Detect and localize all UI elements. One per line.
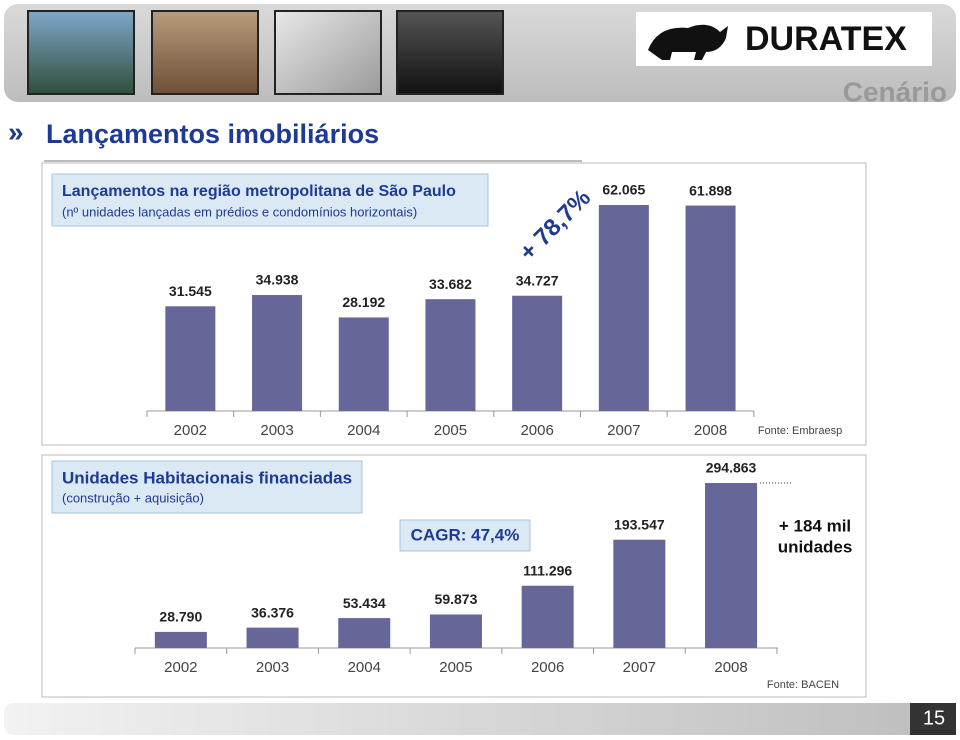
x-tick-label: 2006 [520,422,553,439]
x-tick-label: 2003 [260,422,293,439]
x-tick-label: 2008 [694,422,727,439]
bar [705,483,758,648]
x-tick-label: 2005 [439,659,472,676]
x-tick-label: 2007 [623,659,656,676]
value-label: 62.065 [602,182,645,198]
chart-title: Lançamentos na região metropolitana de S… [62,183,456,200]
x-tick-label: 2008 [714,659,747,676]
value-label: 294.863 [706,460,757,476]
x-tick-label: 2004 [348,659,381,676]
bar [429,614,482,648]
chart-subtitle: (construção + aquisição) [62,490,204,505]
value-label: 34.727 [516,272,559,288]
logo-text: DURATEX [745,20,907,58]
chart-title: Unidades Habitacionais financiadas [62,468,352,487]
slide-title: Lançamentos imobiliários [46,119,379,149]
value-label: 28.790 [159,609,202,625]
bar [154,631,207,648]
x-tick-label: 2002 [164,659,197,676]
page-number: 15 [923,707,945,729]
bar [165,306,216,411]
chart-subtitle: (nº unidades lançadas em prédios e condo… [62,204,417,219]
bar [685,205,736,411]
bar [512,295,563,411]
annotation: CAGR: 47,4% [411,525,520,544]
x-tick-label: 2007 [607,422,640,439]
x-tick-label: 2004 [347,422,380,439]
value-label: 111.296 [523,562,572,578]
bar [338,618,391,648]
value-label: 53.434 [343,595,386,611]
bar [598,205,649,411]
bar [521,585,574,648]
value-label: 34.938 [256,272,299,288]
annotation: unidades [778,537,853,556]
value-label: 193.547 [614,516,665,532]
logo-icon [648,24,728,60]
annotation-box [399,519,531,552]
value-label: 36.376 [251,604,294,620]
photo [27,10,135,95]
footer-band [4,703,956,735]
photo [396,10,504,95]
bar [252,295,303,411]
bar [425,299,476,411]
section-label: Cenário [843,76,947,107]
bar [613,539,666,648]
value-label: 61.898 [689,182,732,198]
title-marker: » [8,116,24,147]
chart-title-box [51,460,363,514]
value-label: 31.545 [169,283,212,299]
value-label: 33.682 [429,276,472,292]
photo [274,10,382,95]
x-tick-label: 2002 [174,422,207,439]
annotation: + 184 mil [779,516,851,535]
value-label: 59.873 [435,591,478,607]
x-tick-label: 2003 [256,659,289,676]
x-tick-label: 2005 [434,422,467,439]
source-note: Fonte: Embraesp [758,425,842,437]
page-number-box [910,703,956,735]
bar [338,317,389,411]
photo [151,10,259,95]
value-label: 28.192 [342,294,385,310]
chart-title-box [51,173,489,227]
source-note: Fonte: BACEN [767,679,839,691]
x-tick-label: 2006 [531,659,564,676]
bar [246,627,299,648]
